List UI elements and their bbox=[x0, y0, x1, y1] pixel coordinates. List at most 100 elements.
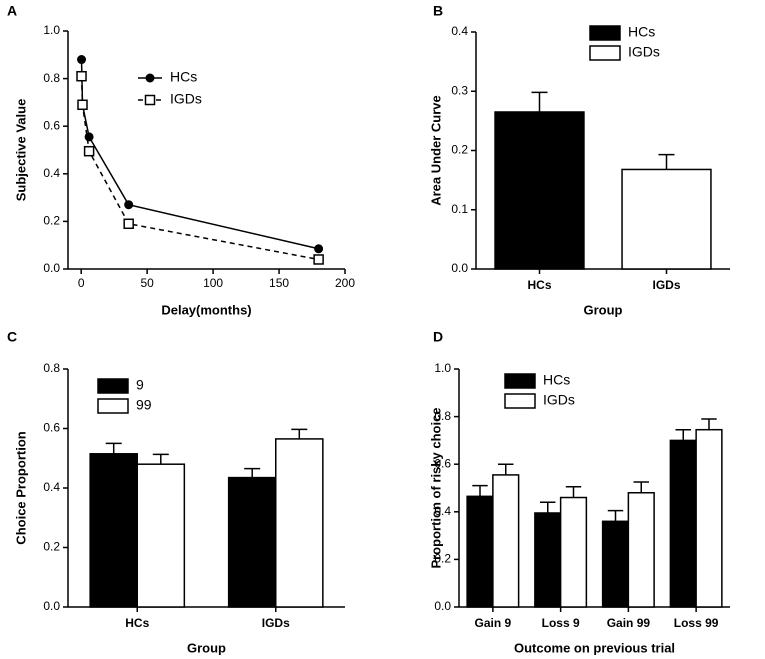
y-tick-label: 0.8 bbox=[43, 71, 60, 85]
marker bbox=[76, 70, 87, 82]
y-axis-label: Proportion of risky choice bbox=[428, 407, 443, 568]
y-tick-label: 0.2 bbox=[43, 540, 60, 554]
panel-label: A bbox=[7, 3, 17, 19]
legend-label: HCs bbox=[170, 69, 197, 85]
y-tick-label: 0.8 bbox=[43, 361, 60, 375]
y-tick-label: 1.0 bbox=[43, 23, 60, 37]
y-axis-label: Subjective Value bbox=[13, 99, 28, 202]
panel-label: B bbox=[433, 3, 443, 19]
error-bar bbox=[531, 91, 548, 112]
error-bar bbox=[633, 481, 649, 493]
legend: HCs IGDs bbox=[504, 372, 575, 409]
y-tick-label: 0.2 bbox=[451, 143, 468, 157]
x-tick-label: Loss 99 bbox=[674, 616, 719, 630]
marker bbox=[123, 218, 134, 230]
legend-label: 9 bbox=[136, 377, 144, 393]
x-tick-label: Loss 9 bbox=[542, 616, 580, 630]
y-axis-label: Area Under Curve bbox=[428, 95, 443, 206]
bar bbox=[669, 439, 697, 608]
y-tick-label: 0.6 bbox=[434, 456, 451, 470]
x-axis-label: Group bbox=[584, 302, 623, 317]
legend-label: IGDs bbox=[170, 91, 202, 107]
bar bbox=[695, 428, 723, 608]
marker bbox=[314, 244, 324, 254]
error-bar bbox=[498, 463, 514, 475]
error-bar bbox=[291, 428, 308, 439]
series-line bbox=[80, 59, 319, 250]
y-tick-label: 0.2 bbox=[43, 214, 60, 228]
x-tick-label: IGDs bbox=[652, 278, 680, 292]
bar bbox=[227, 476, 277, 608]
legend-marker bbox=[145, 73, 155, 83]
bar bbox=[534, 512, 562, 608]
error-bar bbox=[540, 501, 556, 513]
error-bar bbox=[105, 442, 122, 454]
error-bar bbox=[701, 418, 717, 430]
x-tick-label: HCs bbox=[125, 616, 149, 630]
y-tick-label: 0.4 bbox=[434, 504, 451, 518]
marker bbox=[313, 254, 324, 265]
y-tick-label: 0.4 bbox=[451, 24, 468, 38]
error-bar bbox=[472, 484, 488, 497]
bar bbox=[494, 111, 585, 270]
bar bbox=[466, 495, 494, 608]
marker bbox=[77, 55, 87, 65]
bar bbox=[492, 474, 520, 608]
legend-swatch bbox=[97, 398, 129, 414]
x-tick-label: 100 bbox=[203, 276, 223, 290]
x-tick-label: 0 bbox=[78, 276, 85, 290]
bar bbox=[275, 438, 324, 608]
marker bbox=[77, 99, 88, 111]
y-tick-label: 0.0 bbox=[43, 599, 60, 613]
marker bbox=[83, 145, 95, 157]
panel-label: D bbox=[433, 329, 443, 345]
legend-label: IGDs bbox=[628, 44, 660, 60]
x-axis-label: Outcome on previous trial bbox=[514, 640, 675, 655]
bar bbox=[89, 453, 139, 608]
x-axis-label: Group bbox=[187, 640, 226, 655]
legend-swatch bbox=[589, 25, 621, 41]
bar bbox=[136, 463, 186, 608]
y-tick-label: 1.0 bbox=[434, 361, 451, 375]
x-tick-label: 50 bbox=[140, 276, 154, 290]
y-tick-label: 0.2 bbox=[434, 552, 451, 566]
legend-label: IGDs bbox=[543, 392, 575, 408]
error-bar bbox=[658, 153, 675, 170]
panel-label: C bbox=[7, 329, 17, 345]
y-axis-label: Choice Proportion bbox=[13, 431, 28, 544]
x-tick-label: Gain 9 bbox=[475, 616, 512, 630]
bar bbox=[621, 168, 712, 270]
y-tick-label: 0.0 bbox=[451, 261, 468, 275]
error-bar bbox=[607, 509, 624, 522]
x-tick-label: HCs bbox=[527, 278, 551, 292]
legend-label: 99 bbox=[136, 397, 152, 413]
marker bbox=[124, 200, 134, 210]
legend-label: HCs bbox=[543, 372, 570, 388]
error-bar bbox=[565, 486, 582, 498]
error-bar bbox=[152, 453, 169, 465]
legend: HCs IGDs bbox=[589, 24, 660, 61]
x-tick-label: Gain 99 bbox=[607, 616, 651, 630]
x-axis-label: Delay(months) bbox=[161, 302, 251, 317]
legend-marker bbox=[144, 94, 156, 106]
legend-swatch bbox=[504, 373, 536, 389]
bar bbox=[601, 520, 630, 608]
y-tick-label: 0.3 bbox=[451, 83, 468, 97]
legend-label: HCs bbox=[628, 24, 655, 40]
bar bbox=[559, 496, 588, 608]
y-tick-label: 0.8 bbox=[434, 409, 451, 423]
y-tick-label: 0.4 bbox=[43, 480, 60, 494]
legend: 999 bbox=[97, 377, 152, 414]
error-bar bbox=[244, 467, 261, 478]
y-tick-label: 0.0 bbox=[43, 261, 60, 275]
legend-swatch bbox=[504, 393, 536, 409]
y-tick-label: 0.1 bbox=[451, 202, 468, 216]
error-bar bbox=[675, 428, 691, 441]
x-tick-label: 150 bbox=[269, 276, 289, 290]
y-tick-label: 0.4 bbox=[43, 166, 60, 180]
legend-swatch bbox=[97, 378, 129, 394]
y-tick-label: 0.6 bbox=[43, 118, 60, 132]
y-tick-label: 0.0 bbox=[434, 599, 451, 613]
bar bbox=[627, 492, 655, 608]
